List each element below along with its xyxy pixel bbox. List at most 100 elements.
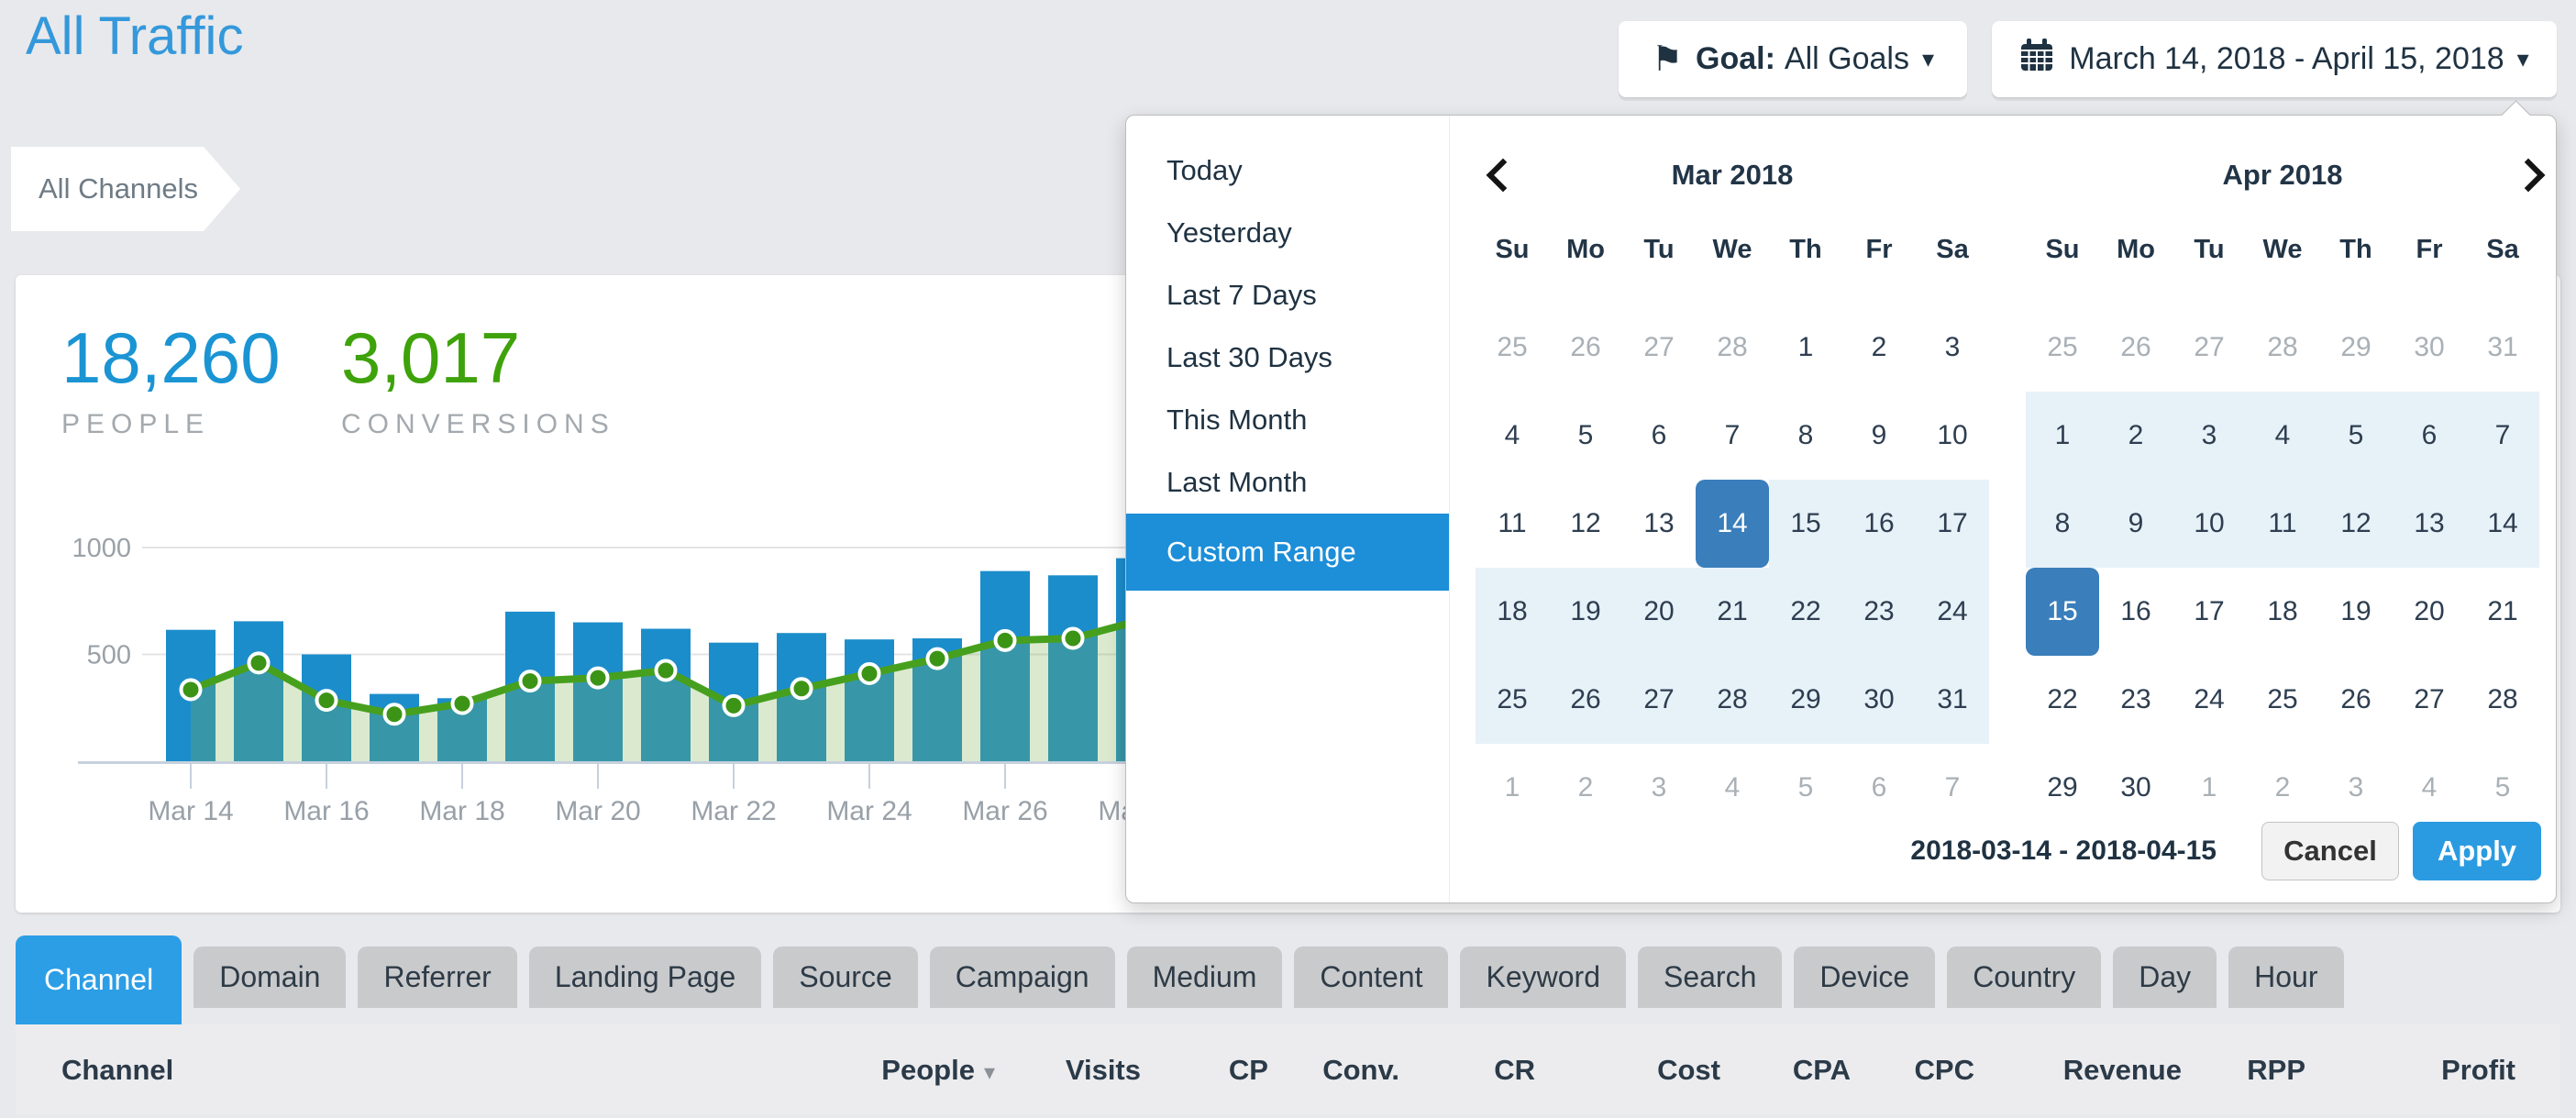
- calendar-day[interactable]: 29: [2340, 332, 2371, 362]
- cancel-button[interactable]: Cancel: [2261, 822, 2399, 880]
- calendar-day[interactable]: 11: [1498, 508, 1527, 538]
- calendar-day[interactable]: 30: [1842, 656, 1916, 744]
- calendar-day[interactable]: 28: [1696, 656, 1769, 744]
- tab-campaign[interactable]: Campaign: [929, 946, 1115, 1008]
- goal-selector-button[interactable]: ⚑ Goal: All Goals ▾: [1619, 21, 1967, 97]
- preset-last-7-days[interactable]: Last 7 Days: [1166, 279, 1317, 311]
- tab-device[interactable]: Device: [1794, 946, 1936, 1008]
- calendar-day[interactable]: 23: [2120, 684, 2151, 714]
- calendar-day[interactable]: 18: [2267, 596, 2298, 626]
- calendar-day[interactable]: 5: [1797, 772, 1814, 803]
- calendar-day[interactable]: 25: [2047, 332, 2078, 362]
- column-header-people[interactable]: People ▾: [881, 1054, 995, 1086]
- calendar-day[interactable]: 12: [2319, 480, 2393, 568]
- preset-custom-range[interactable]: Custom Range: [1126, 514, 1449, 591]
- calendar-day[interactable]: 15: [2026, 568, 2099, 656]
- calendar-day[interactable]: 6: [2393, 392, 2466, 480]
- calendar-day[interactable]: 26: [1549, 656, 1622, 744]
- calendar-day[interactable]: 28: [2487, 684, 2518, 714]
- calendar-day[interactable]: 26: [2120, 332, 2151, 362]
- column-header-profit[interactable]: Profit: [2441, 1054, 2515, 1086]
- calendar-day[interactable]: 15: [1769, 480, 1842, 568]
- calendar-day[interactable]: 27: [2194, 332, 2225, 362]
- tab-country[interactable]: Country: [1947, 946, 2102, 1008]
- calendar-day[interactable]: 19: [1549, 568, 1622, 656]
- calendar-day[interactable]: 8: [2026, 480, 2099, 568]
- calendar-day[interactable]: 28: [2267, 332, 2298, 362]
- calendar-day[interactable]: 7: [1724, 420, 1741, 450]
- column-header-conv[interactable]: Conv.: [1322, 1054, 1399, 1086]
- calendar-day[interactable]: 17: [2194, 596, 2225, 626]
- calendar-day[interactable]: 16: [2120, 596, 2151, 626]
- column-header-channel[interactable]: Channel: [61, 1054, 174, 1086]
- tab-source[interactable]: Source: [773, 946, 918, 1008]
- calendar-day[interactable]: 13: [2393, 480, 2466, 568]
- calendar-day[interactable]: 10: [1937, 420, 1968, 450]
- column-header-rpp[interactable]: RPP: [2247, 1054, 2305, 1086]
- tab-landing-page[interactable]: Landing Page: [528, 946, 762, 1008]
- calendar-day[interactable]: 21: [1696, 568, 1769, 656]
- calendar-day[interactable]: 24: [2194, 684, 2225, 714]
- column-header-cpc[interactable]: CPC: [1914, 1054, 1974, 1086]
- calendar-day[interactable]: 29: [2047, 772, 2078, 803]
- preset-today[interactable]: Today: [1166, 154, 1243, 186]
- calendar-day[interactable]: 3: [2348, 772, 2364, 803]
- calendar-day[interactable]: 9: [2099, 480, 2172, 568]
- calendar-day[interactable]: 14: [2466, 480, 2539, 568]
- calendar-day[interactable]: 16: [1842, 480, 1916, 568]
- calendar-day[interactable]: 25: [1497, 332, 1528, 362]
- calendar-day[interactable]: 3: [1651, 772, 1667, 803]
- calendar-day[interactable]: 31: [2487, 332, 2518, 362]
- calendar-day[interactable]: 28: [1717, 332, 1748, 362]
- tab-content[interactable]: Content: [1294, 946, 1449, 1008]
- column-header-visits[interactable]: Visits: [1065, 1054, 1141, 1086]
- calendar-day[interactable]: 3: [2172, 392, 2246, 480]
- tab-day[interactable]: Day: [2113, 946, 2217, 1008]
- preset-last-month[interactable]: Last Month: [1166, 466, 1308, 498]
- calendar-day[interactable]: 12: [1570, 508, 1601, 538]
- date-range-button[interactable]: March 14, 2018 - April 15, 2018 ▾: [1992, 21, 2557, 97]
- tab-hour[interactable]: Hour: [2228, 946, 2344, 1008]
- calendar-day[interactable]: 3: [1944, 332, 1961, 362]
- apply-button[interactable]: Apply: [2413, 822, 2541, 880]
- calendar-day[interactable]: 18: [1476, 568, 1549, 656]
- column-header-cpa[interactable]: CPA: [1792, 1054, 1851, 1086]
- tab-channel[interactable]: Channel: [16, 935, 182, 1024]
- calendar-day[interactable]: 27: [2414, 684, 2445, 714]
- calendar-day[interactable]: 4: [2421, 772, 2438, 803]
- calendar-day[interactable]: 5: [2494, 772, 2511, 803]
- calendar-day[interactable]: 27: [1622, 656, 1696, 744]
- calendar-day[interactable]: 7: [1944, 772, 1961, 803]
- column-header-revenue[interactable]: Revenue: [2062, 1054, 2182, 1086]
- calendar-day[interactable]: 5: [2319, 392, 2393, 480]
- calendar-day[interactable]: 2: [1871, 332, 1887, 362]
- calendar-day[interactable]: 2: [2099, 392, 2172, 480]
- calendar-day[interactable]: 14: [1696, 480, 1769, 568]
- column-header-cp[interactable]: CP: [1228, 1054, 1268, 1086]
- calendar-day[interactable]: 24: [1916, 568, 1989, 656]
- tab-search[interactable]: Search: [1637, 946, 1783, 1008]
- calendar-day[interactable]: 5: [1577, 420, 1594, 450]
- calendar-day[interactable]: 21: [2487, 596, 2518, 626]
- calendar-day[interactable]: 10: [2172, 480, 2246, 568]
- calendar-day[interactable]: 17: [1916, 480, 1989, 568]
- calendar-day[interactable]: 30: [2414, 332, 2445, 362]
- calendar-day[interactable]: 31: [1916, 656, 1989, 744]
- calendar-day[interactable]: 8: [1797, 420, 1814, 450]
- calendar-day[interactable]: 22: [2047, 684, 2078, 714]
- calendar-day[interactable]: 20: [2414, 596, 2445, 626]
- calendar-day[interactable]: 27: [1643, 332, 1675, 362]
- calendar-day[interactable]: 1: [2201, 772, 2217, 803]
- calendar-day[interactable]: 2: [1577, 772, 1594, 803]
- calendar-day[interactable]: 4: [1724, 772, 1741, 803]
- tab-medium[interactable]: Medium: [1126, 946, 1283, 1008]
- calendar-day[interactable]: 11: [2246, 480, 2319, 568]
- calendar-day[interactable]: 7: [2466, 392, 2539, 480]
- calendar-day[interactable]: 26: [1570, 332, 1601, 362]
- calendar-day[interactable]: 25: [2267, 684, 2298, 714]
- calendar-day[interactable]: 1: [2026, 392, 2099, 480]
- column-header-cr[interactable]: CR: [1494, 1054, 1535, 1086]
- calendar-day[interactable]: 19: [2340, 596, 2371, 626]
- calendar-day[interactable]: 23: [1842, 568, 1916, 656]
- calendar-day[interactable]: 6: [1871, 772, 1887, 803]
